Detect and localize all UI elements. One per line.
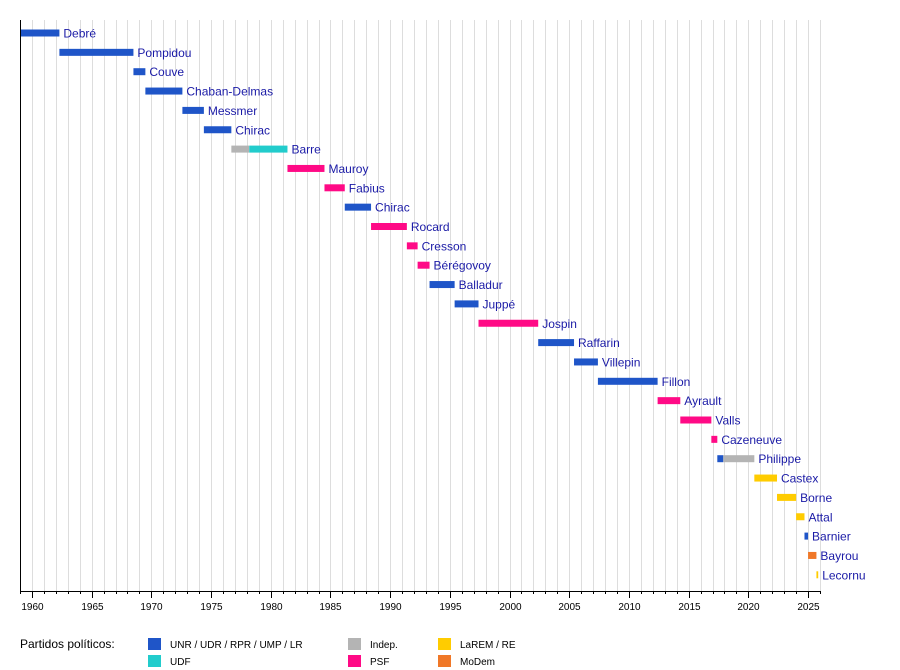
x-tick-label: 2015 [678,602,701,613]
tenure-bar [723,455,755,463]
x-tick-label: 1990 [379,602,402,613]
tenure-bar [804,532,809,540]
tenure-bar [574,358,598,366]
prime-minister-label: Attal [808,510,832,524]
x-tick-label: 2010 [618,602,641,613]
prime-minister-label: Castex [781,472,818,486]
tenure-bar [657,397,681,405]
prime-minister-label: Balladur [459,278,503,292]
legend-swatch [148,655,161,667]
x-tick-label: 1980 [260,602,283,613]
tenure-bar [133,68,146,76]
prime-minister-label: Pompidou [137,46,191,60]
legend-swatch [348,638,361,650]
tenure-bar [478,319,539,327]
legend-swatch [348,655,361,667]
prime-minister-label: Cresson [422,239,467,253]
tenure-bar [287,164,325,172]
tenure-bar [777,493,797,501]
legend-swatch [438,638,451,650]
tenure-bar [406,242,418,250]
legend-swatch [148,638,161,650]
tenure-bar [145,87,183,95]
x-tick-label: 2000 [499,602,522,613]
grid-lines [20,20,821,591]
legend-title: Partidos políticos: [20,637,115,651]
prime-minister-label: Bérégovoy [434,259,491,273]
prime-minister-label: Jospin [542,317,577,331]
prime-minister-label: Valls [715,414,740,428]
tenure-bar [231,145,250,153]
legend-label: UDF [170,657,191,668]
prime-minister-label: Messmer [208,104,257,118]
tenure-bar [816,571,819,579]
prime-minister-label: Philippe [758,452,801,466]
x-tick-label: 2020 [737,602,760,613]
prime-minister-label: Cazeneuve [721,433,782,447]
prime-minister-label: Fillon [662,375,691,389]
prime-minister-label: Juppé [483,297,516,311]
tenure-bar [717,455,724,463]
bars-group [20,29,819,579]
x-tick-label: 1995 [439,602,462,613]
tenure-bar [417,261,430,269]
legend-label: PSF [370,657,389,668]
tenure-bar [249,145,288,153]
legend-label: MoDem [460,657,495,668]
tenure-bar [324,184,345,192]
tenure-bar [454,300,479,308]
legend-swatch [438,655,451,667]
legend-label: Indep. [370,640,398,651]
tenure-bar [429,281,455,289]
x-tick-label: 1960 [21,602,44,613]
prime-minister-label: Fabius [349,181,385,195]
x-tick-label: 2025 [797,602,820,613]
prime-minister-label: Chirac [235,123,270,137]
tenure-bar [59,48,134,56]
tenure-bar [808,551,817,559]
prime-minister-label: Borne [800,491,832,505]
prime-minister-label: Rocard [411,220,450,234]
prime-minister-label: Lecornu [822,568,865,582]
tenure-bar [711,435,718,443]
prime-minister-label: Chaban-Delmas [186,85,273,99]
legend: Partidos políticos: UNR / UDR / RPR / UMP… [20,637,516,668]
tenure-bar [796,513,805,521]
tenure-bar [344,203,372,211]
x-tick-label: 1970 [140,602,163,613]
prime-minister-label: Bayrou [820,549,858,563]
tenure-bar [182,106,204,114]
prime-minister-label: Barre [291,143,321,157]
prime-minister-label: Mauroy [328,162,368,176]
legend-label: UNR / UDR / RPR / UMP / LR [170,640,303,651]
tenure-bar [20,29,60,37]
x-tick-label: 2005 [558,602,581,613]
tenure-bar [203,126,232,134]
x-tick-label: 1965 [81,602,104,613]
x-axis: 1960 1965 1970 1975 1980 1985 1990 1995 2000 2005… [20,20,821,613]
prime-minister-label: Raffarin [578,336,620,350]
tenure-bar [597,377,658,385]
prime-minister-label: Villepin [602,355,640,369]
x-tick-label: 1985 [319,602,342,613]
prime-minister-label: Chirac [375,201,410,215]
x-tick-label: 1975 [200,602,223,613]
prime-minister-label: Couve [149,65,184,79]
legend-label: LaREM / RE [460,640,516,651]
prime-minister-label: Ayrault [684,394,722,408]
tenure-bar [371,223,407,230]
tenure-bar [754,474,778,482]
prime-minister-label: Debré [63,27,96,41]
prime-minister-label: Barnier [812,530,851,544]
tenure-bar [538,339,575,347]
tenure-bar [680,416,712,424]
